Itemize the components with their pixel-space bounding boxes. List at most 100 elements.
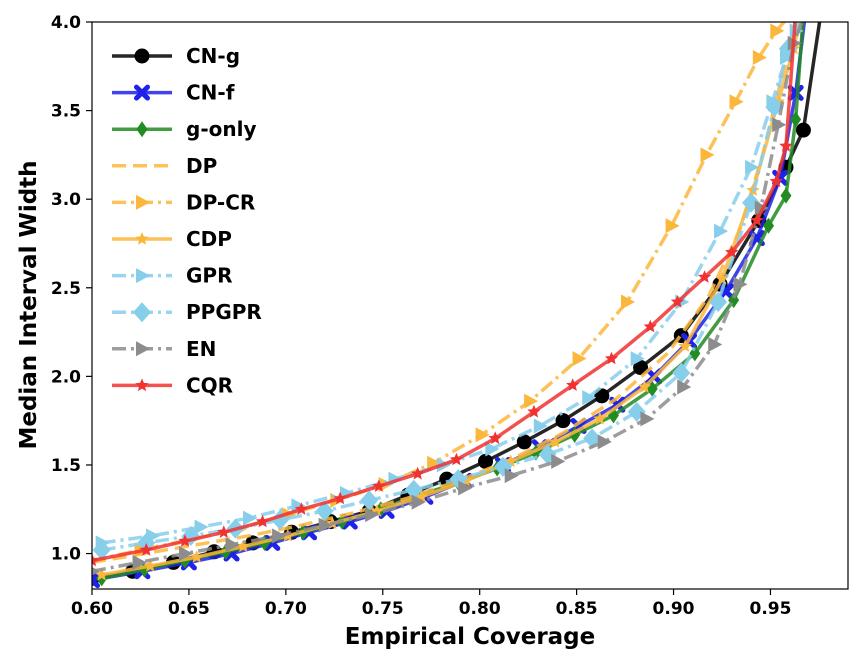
data-point-cqr <box>488 431 502 445</box>
x-tick-label: 0.65 <box>168 599 210 619</box>
legend-label: g-only <box>186 117 257 141</box>
legend-label: CN-f <box>186 81 235 105</box>
data-point-cqr <box>449 452 464 466</box>
data-point-dp-cr <box>572 351 587 367</box>
data-point-en <box>179 546 194 562</box>
x-tick-label: 0.90 <box>653 599 695 619</box>
data-point-cqr <box>255 514 270 528</box>
x-tick-label: 0.85 <box>556 599 598 619</box>
data-point-en <box>504 468 519 484</box>
data-point-cqr <box>139 543 153 556</box>
x-tick-label: 0.60 <box>71 599 113 619</box>
data-point-dp-cr <box>700 147 715 163</box>
data-point-cqr <box>769 174 783 188</box>
series-dp <box>92 22 801 565</box>
data-point-gpr <box>194 519 209 535</box>
data-point-cdp <box>236 539 250 553</box>
y-tick-label: 1.0 <box>51 545 81 565</box>
data-point-cqr <box>697 270 712 283</box>
y-tick-label: 4.0 <box>51 13 81 33</box>
plot-frame <box>91 21 849 590</box>
legend-marker <box>136 268 150 284</box>
legend-entry-en: EN <box>112 337 216 361</box>
data-point-dp-cr <box>524 393 539 409</box>
data-point-cdp <box>637 380 652 393</box>
data-point-dp-cr <box>752 49 767 65</box>
legend-entry-g-only: g-only <box>112 117 257 141</box>
data-point-cqr <box>92 553 99 567</box>
series-layer <box>92 22 822 589</box>
data-point-dp-cr <box>665 218 680 234</box>
data-point-cdp <box>548 434 562 448</box>
data-point-gpr <box>630 351 645 367</box>
data-point-cn-f <box>92 572 100 589</box>
data-point-cqr <box>333 491 347 505</box>
data-point-cn-g <box>478 453 494 469</box>
data-point-g-only <box>763 217 775 234</box>
legend-marker <box>136 341 150 357</box>
legend-marker <box>136 194 150 210</box>
y-tick-label: 2.5 <box>51 279 81 299</box>
data-point-cn-g <box>795 122 811 138</box>
data-point-cqr <box>372 479 386 492</box>
data-point-cqr <box>670 295 685 308</box>
y-tick-label: 3.0 <box>51 190 81 210</box>
legend-entry-dp: DP <box>112 154 217 178</box>
legend-label: GPR <box>186 264 232 288</box>
legend-entry-cdp: CDP <box>112 227 232 251</box>
data-point-en <box>365 507 380 523</box>
y-axis-label: Median Interval Width <box>16 160 42 449</box>
data-point-cqr <box>725 245 739 258</box>
data-point-cqr <box>411 466 425 480</box>
y-tick-label: 2.0 <box>51 367 81 387</box>
legend-marker <box>134 48 150 64</box>
data-point-cdp <box>678 339 692 352</box>
data-point-en <box>551 453 566 469</box>
legend: CN-g CN-f g-only DP DP-CR CDP GPR PPGPR EN CQR <box>112 44 262 397</box>
legend-entry-gpr: GPR <box>112 264 232 288</box>
data-point-en <box>92 566 100 576</box>
data-point-gpr <box>582 390 597 406</box>
legend-entry-dp-cr: DP-CR <box>112 190 255 214</box>
data-point-ppgpr <box>92 540 111 561</box>
data-point-en <box>597 434 612 450</box>
legend-label: DP-CR <box>186 190 255 214</box>
data-point-en <box>772 117 787 133</box>
data-point-cqr <box>527 404 541 418</box>
legend-label: CQR <box>186 373 233 397</box>
data-point-cdp <box>593 411 607 425</box>
data-point-dp-cr <box>729 94 744 110</box>
series-line-dp <box>92 22 801 565</box>
legend-entry-ppgpr: PPGPR <box>112 300 262 324</box>
data-point-ppgpr <box>404 479 423 500</box>
data-point-en <box>677 379 692 395</box>
data-point-en <box>225 537 240 553</box>
data-point-gpr <box>485 441 500 457</box>
x-tick-label: 0.70 <box>265 599 307 619</box>
data-point-dp-cr <box>621 294 636 310</box>
legend-label: PPGPR <box>186 300 262 324</box>
data-point-cqr <box>178 534 192 547</box>
data-point-g-only <box>790 111 802 128</box>
x-axis-label: Empirical Coverage <box>345 624 596 650</box>
data-point-g-only <box>780 187 792 204</box>
data-point-en <box>640 411 655 427</box>
legend-marker <box>134 84 150 101</box>
data-point-cn-g <box>555 413 571 429</box>
data-point-gpr <box>533 418 548 434</box>
legend-entry-cn-f: CN-f <box>112 81 235 105</box>
data-point-gpr <box>745 159 760 175</box>
data-point-gpr <box>714 223 729 239</box>
x-tick-label: 0.80 <box>459 599 501 619</box>
data-point-ppgpr <box>271 509 290 530</box>
data-point-dp-cr <box>770 23 785 39</box>
data-point-ppgpr <box>709 291 728 312</box>
axis-layer: 0.60 0.65 0.70 0.75 0.80 0.85 0.90 0.95 1.0 1.5 2.… <box>51 13 792 619</box>
data-point-cn-g <box>633 360 649 376</box>
data-point-cqr <box>750 213 764 227</box>
data-point-en <box>318 517 333 533</box>
legend-label: CN-g <box>186 44 240 68</box>
data-point-ppgpr <box>672 362 691 383</box>
legend-entry-cn-g: CN-g <box>112 44 240 68</box>
data-point-cdp <box>715 271 729 285</box>
